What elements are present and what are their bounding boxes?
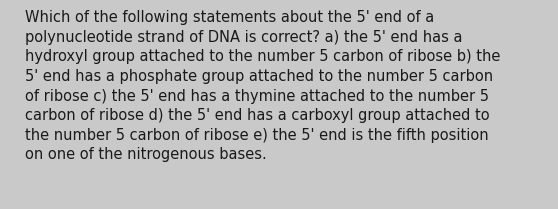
Text: Which of the following statements about the 5' end of a
polynucleotide strand of: Which of the following statements about … — [25, 10, 500, 162]
